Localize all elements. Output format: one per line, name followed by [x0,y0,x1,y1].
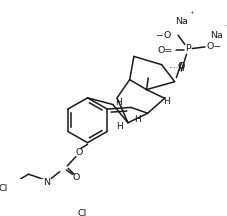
Text: N: N [43,178,50,187]
Text: O: O [72,173,79,182]
Text: Na: Na [210,31,222,40]
Text: H: H [162,97,169,106]
Text: O: O [75,148,82,157]
Text: O=: O= [157,46,172,55]
Text: Cl: Cl [0,184,8,193]
Text: H: H [134,115,140,124]
Text: P: P [185,44,190,53]
Text: O: O [177,62,184,71]
Text: Na: Na [174,17,187,27]
Text: ⁺: ⁺ [224,23,227,32]
Text: −O: −O [155,31,170,40]
Text: H: H [116,122,122,131]
Text: ⁺: ⁺ [188,10,193,19]
Text: O−: O− [206,42,221,51]
Text: ····H: ····H [168,64,185,73]
Text: H: H [115,98,122,107]
Text: Cl: Cl [78,210,87,216]
